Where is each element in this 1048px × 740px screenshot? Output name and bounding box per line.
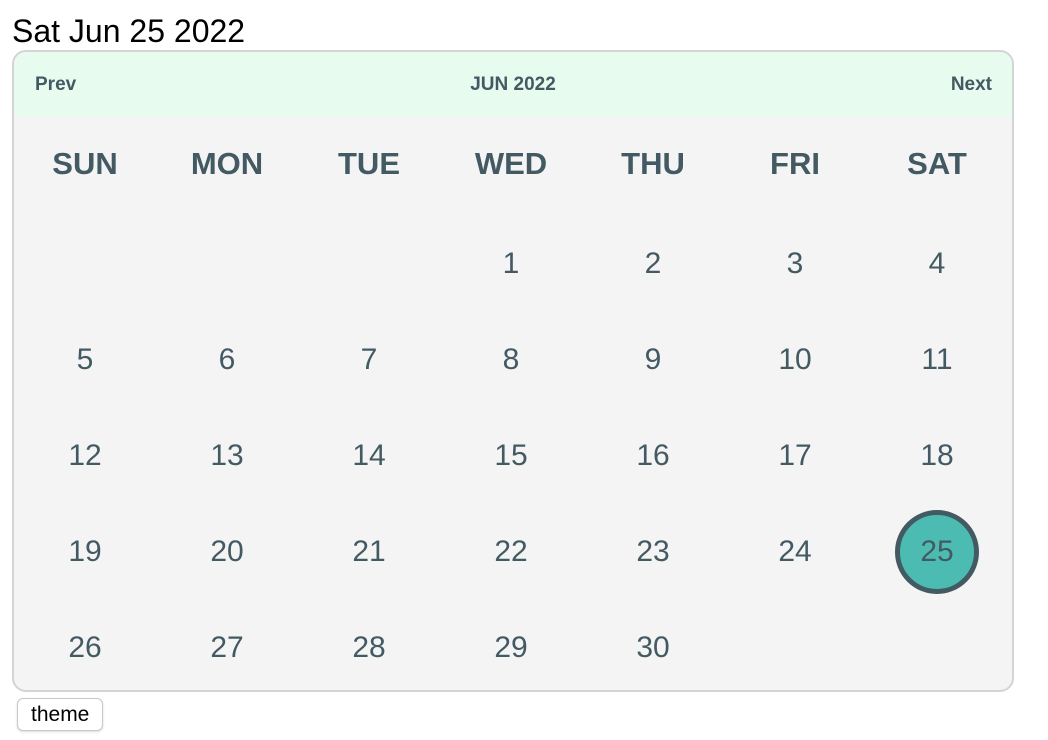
- day-cell[interactable]: 20: [156, 504, 298, 600]
- weekday-sat: SAT: [907, 146, 967, 181]
- day-cell[interactable]: 6: [156, 312, 298, 408]
- day-number: 14: [352, 439, 386, 472]
- day-cell[interactable]: 2: [582, 216, 724, 312]
- day-number: 18: [920, 439, 954, 472]
- day-cell[interactable]: 24: [724, 504, 866, 600]
- day-number: 26: [68, 631, 102, 664]
- weekday-thu: THU: [621, 146, 685, 181]
- weekday-wed: WED: [474, 146, 548, 181]
- weekday-sun: SUN: [52, 146, 118, 181]
- day-cell[interactable]: 17: [724, 408, 866, 504]
- day-number: 17: [778, 439, 812, 472]
- day-cell[interactable]: 15: [440, 408, 582, 504]
- day-number: 30: [636, 631, 670, 664]
- prev-month-button[interactable]: Prev: [35, 74, 77, 95]
- day-number: 10: [778, 343, 812, 376]
- theme-button[interactable]: theme: [17, 698, 104, 731]
- day-number: 2: [644, 247, 662, 280]
- day-number: 1: [502, 247, 520, 280]
- day-number: 20: [210, 535, 244, 568]
- day-number: 4: [928, 247, 946, 280]
- day-cell[interactable]: 8: [440, 312, 582, 408]
- next-month-button[interactable]: Next: [950, 74, 992, 95]
- day-number: 8: [502, 343, 520, 376]
- day-number: 7: [360, 343, 378, 376]
- day-cell[interactable]: 3: [724, 216, 866, 312]
- day-number: 27: [210, 631, 244, 664]
- day-cell[interactable]: 18: [866, 408, 1008, 504]
- day-cell[interactable]: 10: [724, 312, 866, 408]
- day-cell[interactable]: 29: [440, 600, 582, 690]
- weekday-row: SUN MON TUE WED THU FRI SAT: [14, 132, 1012, 196]
- day-number: 28: [352, 631, 386, 664]
- day-number: 6: [218, 343, 236, 376]
- day-cell[interactable]: 11: [866, 312, 1008, 408]
- day-cell[interactable]: 9: [582, 312, 724, 408]
- day-cell[interactable]: 19: [14, 504, 156, 600]
- day-cell[interactable]: 13: [156, 408, 298, 504]
- selected-date-label: Sat Jun 25 2022: [12, 13, 246, 49]
- calendar-header: JUN 2022 Prev Next: [14, 52, 1012, 116]
- calendar: JUN 2022 Prev Next SUN MON TUE WED THU F…: [12, 50, 1014, 692]
- day-cell[interactable]: 26: [14, 600, 156, 690]
- day-cell[interactable]: 5: [14, 312, 156, 408]
- day-cell[interactable]: 23: [582, 504, 724, 600]
- day-number: 16: [636, 439, 670, 472]
- day-number: 24: [778, 535, 812, 568]
- day-number: 5: [76, 343, 94, 376]
- day-cell[interactable]: 16: [582, 408, 724, 504]
- day-cell[interactable]: 22: [440, 504, 582, 600]
- day-number: 13: [210, 439, 244, 472]
- day-cell[interactable]: 4: [866, 216, 1008, 312]
- day-number: 22: [494, 535, 528, 568]
- month-label: JUN 2022: [470, 74, 556, 95]
- weekday-tue: TUE: [338, 146, 400, 181]
- day-cell[interactable]: 28: [298, 600, 440, 690]
- day-cell[interactable]: 12: [14, 408, 156, 504]
- day-number: 9: [644, 343, 662, 376]
- day-cell[interactable]: 14: [298, 408, 440, 504]
- day-number: 25: [895, 510, 979, 594]
- day-number: 23: [636, 535, 670, 568]
- weekday-mon: MON: [190, 146, 264, 181]
- day-number: 19: [68, 535, 102, 568]
- day-number: 21: [352, 535, 386, 568]
- day-number: 29: [494, 631, 528, 664]
- day-cell[interactable]: 30: [582, 600, 724, 690]
- day-number: 15: [494, 439, 528, 472]
- day-cell[interactable]: 7: [298, 312, 440, 408]
- day-number: 12: [68, 439, 102, 472]
- day-cell-selected[interactable]: 25: [866, 504, 1008, 600]
- day-number: 3: [786, 247, 804, 280]
- day-cell[interactable]: 21: [298, 504, 440, 600]
- weekday-fri: FRI: [770, 146, 820, 181]
- day-cell[interactable]: 27: [156, 600, 298, 690]
- day-number: 11: [921, 343, 953, 376]
- day-cell[interactable]: 1: [440, 216, 582, 312]
